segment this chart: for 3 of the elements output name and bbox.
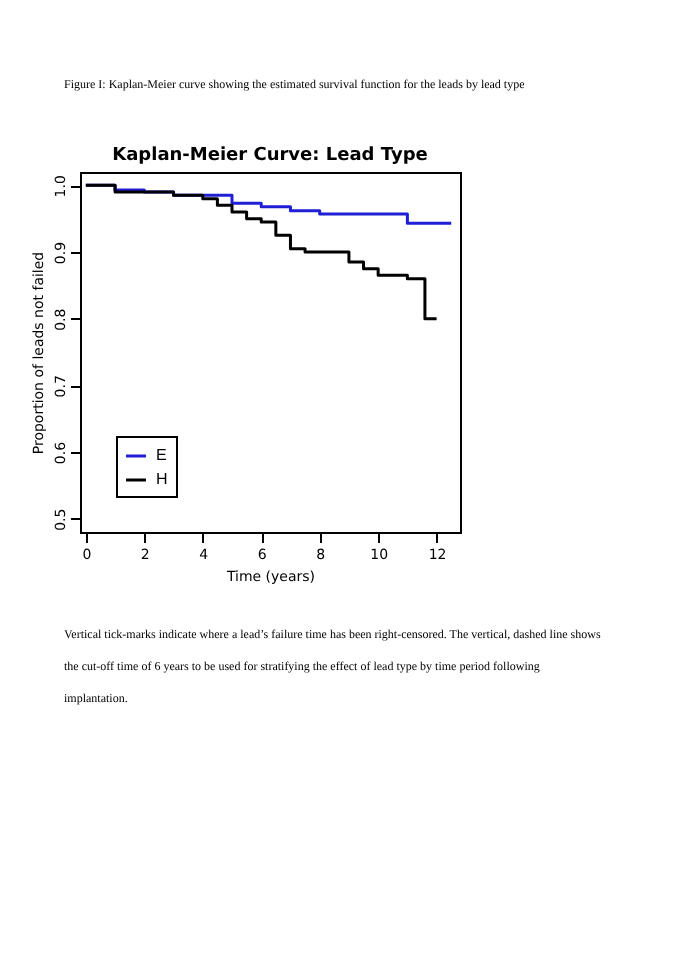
legend-label: H xyxy=(156,470,168,488)
legend-label: E xyxy=(156,446,167,464)
chart-title: Kaplan-Meier Curve: Lead Type xyxy=(112,146,428,166)
